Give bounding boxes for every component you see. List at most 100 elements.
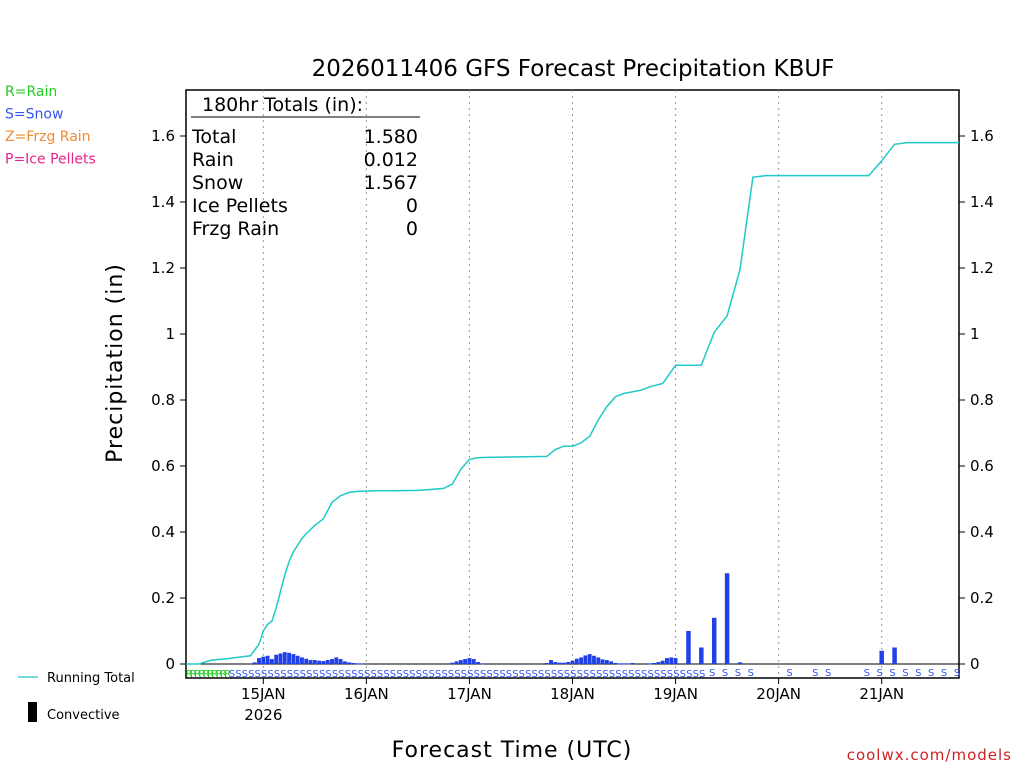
- ptype-snow-mark: S: [242, 669, 248, 680]
- ptype-snow-mark: S: [609, 669, 615, 680]
- ptype-snow-mark: S: [889, 668, 895, 679]
- totals-row-value: 1.567: [364, 172, 418, 194]
- ptype-snow-mark: S: [416, 669, 422, 680]
- ptype-snow-mark: S: [864, 668, 870, 679]
- ptype-snow-mark: S: [693, 669, 699, 680]
- y-tick-label: 0: [165, 655, 175, 673]
- ptype-snow-mark: S: [551, 669, 557, 680]
- ptype-rain-mark: R: [224, 669, 231, 680]
- precip-bar: [587, 654, 592, 664]
- convective-legend-swatch: [28, 702, 37, 722]
- precip-bar: [291, 654, 296, 664]
- y-tick-label-right: 0: [970, 655, 980, 673]
- ptype-snow-mark: S: [941, 668, 947, 679]
- running-total-line: [186, 141, 959, 665]
- ptype-rain-mark: R: [211, 669, 218, 680]
- ptype-snow-mark: S: [441, 669, 447, 680]
- precip-bar: [265, 655, 270, 664]
- precip-bar: [347, 662, 352, 664]
- y-tick-label: 1.6: [151, 127, 175, 145]
- ptype-snow-mark: S: [409, 669, 415, 680]
- x-tick-label: 15JAN: [241, 685, 286, 703]
- precip-bar: [458, 660, 463, 664]
- precip-bar: [549, 660, 553, 664]
- precip-bars: [252, 573, 897, 665]
- ptype-snow-mark: S: [544, 669, 550, 680]
- y-tick-label-right: 1.2: [970, 259, 994, 277]
- precip-bar: [724, 573, 730, 664]
- ptype-legend-item: Z=Frzg Rain: [5, 129, 91, 145]
- x-axis-label: Forecast Time (UTC): [392, 738, 633, 763]
- precip-bar: [274, 654, 279, 664]
- ptype-snow-mark: S: [274, 669, 280, 680]
- credit-text: coolwx.com/models: [847, 746, 1012, 764]
- ptype-snow-mark: S: [313, 669, 319, 680]
- ptype-rain-mark: R: [216, 669, 223, 680]
- ptype-snow-mark: S: [812, 668, 818, 679]
- precip-bar: [295, 655, 300, 664]
- totals-row-label: Ice Pellets: [192, 195, 288, 217]
- precip-bar: [600, 659, 605, 664]
- ptype-snow-mark: S: [915, 668, 921, 679]
- totals-row-label: Frzg Rain: [192, 218, 279, 240]
- y-tick-label-right: 0.8: [970, 391, 994, 409]
- y-tick-label: 0.2: [151, 589, 175, 607]
- ptype-snow-mark: S: [525, 669, 531, 680]
- ptype-rain-mark: R: [186, 669, 193, 680]
- ptype-snow-mark: S: [532, 669, 538, 680]
- ptype-snow-mark: S: [486, 669, 492, 680]
- ptype-snow-mark: S: [673, 669, 679, 680]
- y-tick-label-right: 0.2: [970, 589, 994, 607]
- precip-bar: [342, 661, 347, 664]
- ptype-snow-mark: S: [248, 669, 254, 680]
- y-axis-right: 0 0.2 0.4 0.6 0.8 1 1.2 1.4 1.6: [959, 127, 994, 673]
- precip-bar: [351, 663, 356, 665]
- ptype-snow-mark: S: [300, 669, 306, 680]
- precip-bar: [476, 662, 480, 664]
- precip-bar: [252, 662, 257, 664]
- running-total-legend-label: Running Total: [47, 671, 135, 686]
- precip-bar: [467, 658, 472, 664]
- ptype-snow-mark: S: [267, 669, 273, 680]
- ptype-snow-mark: S: [557, 669, 563, 680]
- ptype-snow-mark: S: [564, 669, 570, 680]
- ptype-legend-item: R=Rain: [5, 84, 57, 100]
- y-tick-label-right: 1.4: [970, 193, 994, 211]
- precip-bar: [463, 659, 468, 664]
- ptype-snow-mark: S: [583, 669, 589, 680]
- precip-bar: [300, 657, 304, 664]
- precip-bar: [278, 653, 283, 664]
- precip-bar: [686, 631, 691, 664]
- precip-bar: [613, 663, 618, 665]
- precip-bar: [282, 652, 287, 664]
- totals-header: 180hr Totals (in):: [202, 94, 363, 116]
- ptype-legend-item: S=Snow: [5, 107, 63, 123]
- precip-bar: [312, 660, 317, 664]
- y-tick-label: 1: [165, 325, 175, 343]
- precip-bar: [561, 662, 566, 664]
- ptype-snow-mark: S: [229, 669, 235, 680]
- y-tick-label-right: 0.6: [970, 457, 994, 475]
- totals-row-value: 1.580: [364, 126, 418, 148]
- precip-bar: [879, 650, 884, 664]
- ptype-legend: R=Rain S=Snow Z=Frzg Rain P=Ice Pellets: [5, 84, 96, 168]
- ptype-snow-mark: S: [351, 669, 357, 680]
- precip-bar: [261, 656, 266, 664]
- precip-bar: [321, 661, 326, 664]
- ptype-snow-mark: S: [493, 669, 499, 680]
- ptype-legend-item: P=Ice Pellets: [5, 152, 96, 168]
- ptype-snow-mark: S: [319, 669, 325, 680]
- precip-bar: [269, 659, 274, 664]
- totals-row-value: 0.012: [364, 149, 418, 171]
- x-tick-label: 19JAN: [653, 685, 698, 703]
- ptype-snow-mark: S: [338, 669, 344, 680]
- ptype-snow-mark: S: [877, 668, 883, 679]
- precip-bar: [622, 663, 626, 665]
- ptype-snow-mark: S: [422, 669, 428, 680]
- ptype-snow-mark: S: [519, 669, 525, 680]
- precip-bar: [596, 657, 601, 664]
- ptype-snow-mark: S: [345, 669, 351, 680]
- ptype-snow-mark: S: [699, 669, 705, 680]
- ptype-snow-mark: S: [474, 669, 480, 680]
